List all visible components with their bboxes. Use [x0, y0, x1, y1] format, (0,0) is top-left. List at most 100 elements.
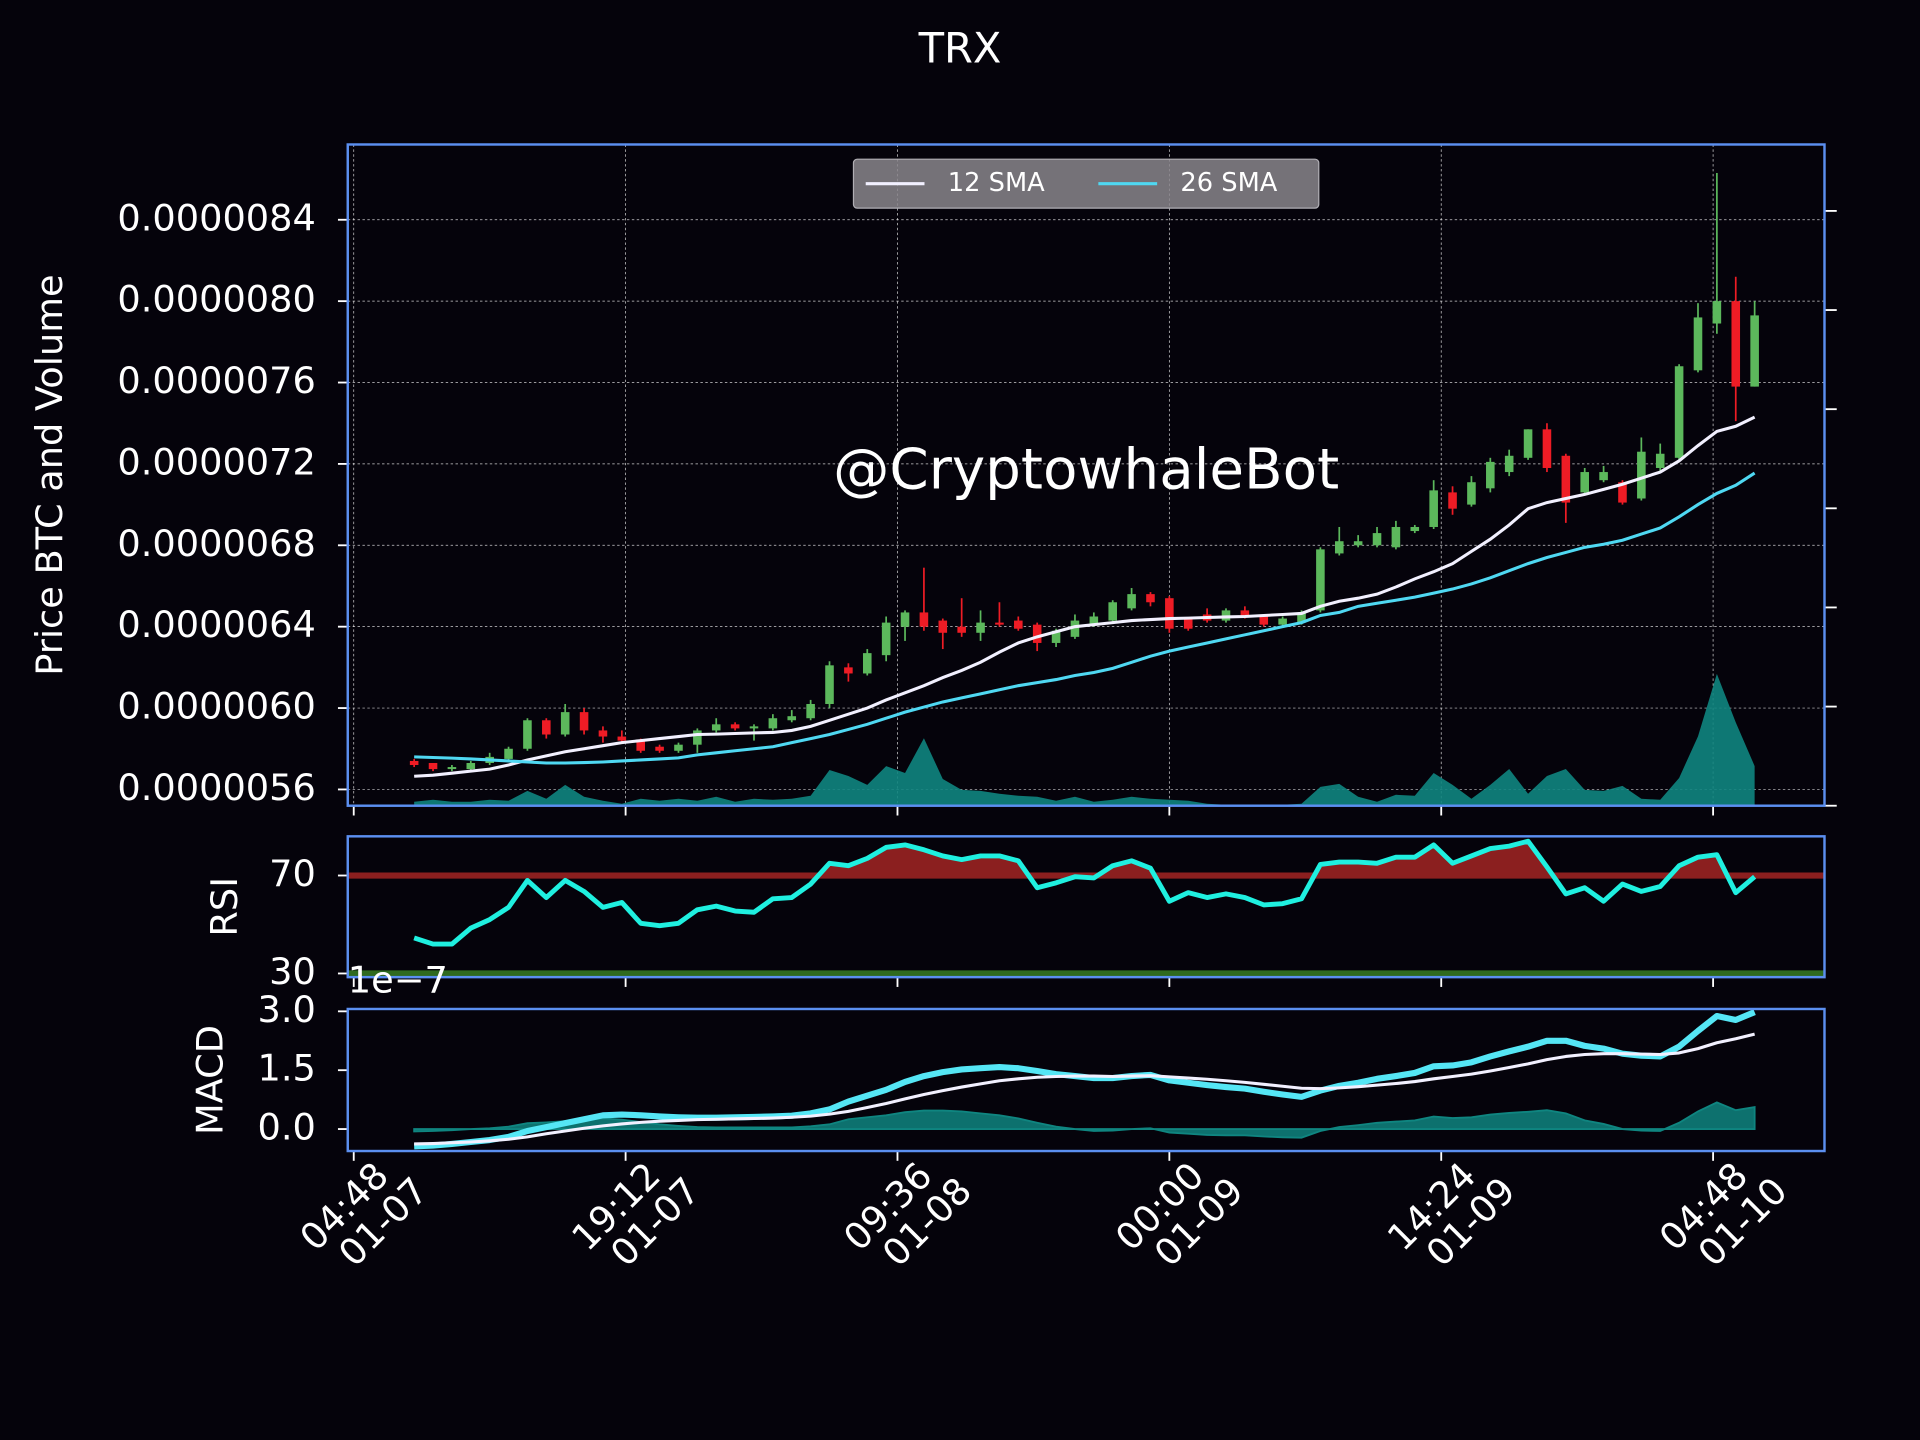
candle-body	[428, 762, 438, 770]
candle-body	[1032, 624, 1042, 643]
candle-body	[1448, 492, 1457, 509]
y-axis-label: MACD	[188, 1025, 231, 1135]
candle-body	[1674, 366, 1684, 458]
candle-body	[409, 760, 419, 766]
candle-body	[1410, 526, 1420, 532]
candle-body	[1334, 541, 1344, 554]
y-tick-label: 0.0000064	[117, 603, 316, 646]
y-axis-label: RSI	[203, 877, 246, 937]
y-tick-label: 0.0000056	[117, 766, 316, 809]
candle-body	[1070, 620, 1080, 637]
candle-body	[749, 726, 759, 729]
y-tick-label: 0.0000080	[117, 278, 316, 321]
candle-body	[1486, 461, 1495, 489]
candle-body	[1618, 482, 1627, 503]
candle-body	[976, 622, 985, 633]
candle-body	[1108, 602, 1117, 621]
candle-body	[466, 762, 476, 770]
panel-border	[346, 1007, 1826, 1153]
overbought-fill	[414, 841, 1755, 876]
chart-title: TRX	[918, 23, 1002, 72]
candle-body	[1127, 594, 1136, 609]
candle-body	[1504, 455, 1514, 473]
candle-body	[1165, 598, 1174, 629]
watermark: @CryptowhaleBot	[833, 437, 1339, 502]
y-tick-label: 0.0	[258, 1106, 316, 1149]
indicator-line	[414, 1032, 1756, 1146]
candle-body	[598, 730, 608, 737]
candle-body	[1240, 610, 1250, 617]
candle-body	[881, 622, 891, 656]
y-tick-label: 70	[269, 852, 316, 895]
candle-body	[1467, 482, 1476, 505]
candle-body	[617, 736, 627, 741]
candle-body	[1353, 541, 1363, 546]
y-axis-label: Price BTC and Volume	[28, 274, 71, 675]
y-tick-label: 3.0	[258, 988, 316, 1031]
candle-body	[674, 744, 683, 751]
candle-body	[1750, 315, 1759, 387]
candle-body	[1014, 620, 1023, 629]
candle-body	[1599, 472, 1608, 481]
candle-body	[787, 716, 797, 721]
candle-body	[504, 748, 513, 759]
candle-body	[919, 612, 929, 627]
candle-body	[1637, 451, 1646, 499]
candle-body	[730, 724, 740, 729]
y-tick-label: 1.5	[258, 1047, 316, 1090]
candle-body	[1731, 301, 1741, 387]
candle-body	[711, 724, 721, 731]
y-tick-label: 30	[269, 950, 316, 993]
histogram-area	[413, 1101, 1756, 1139]
y-tick-label: 0.0000068	[117, 522, 316, 565]
candle-body	[1712, 301, 1722, 324]
sma-line	[414, 415, 1756, 778]
candle-body	[957, 626, 966, 633]
candle-body	[1391, 526, 1401, 548]
panel-border	[346, 835, 1826, 979]
candle-body	[1297, 612, 1306, 623]
candle-body	[579, 712, 589, 731]
candle-body	[768, 718, 778, 729]
legend-label: 12 SMA	[948, 168, 1045, 198]
candle-body	[693, 730, 702, 745]
y-tick-label: 0.0000076	[117, 359, 316, 402]
sma-line	[414, 471, 1756, 765]
candle-body	[806, 703, 815, 719]
candle-body	[1429, 490, 1438, 527]
indicator-line	[413, 838, 1757, 947]
legend-label: 26 SMA	[1180, 168, 1277, 198]
candle-body	[655, 746, 664, 751]
y-tick-label: 0.0000084	[117, 196, 316, 239]
offset-label: 1e−7	[348, 959, 448, 1002]
candle-body	[1655, 453, 1665, 468]
candle-body	[560, 712, 570, 735]
candle-body	[1316, 549, 1325, 611]
candle-body	[844, 667, 853, 674]
candle-body	[1089, 616, 1099, 625]
candle-body	[1693, 317, 1703, 371]
volume-area	[414, 673, 1755, 806]
candle-body	[862, 653, 872, 674]
candle-body	[1542, 429, 1552, 468]
y-tick-label: 0.0000072	[117, 440, 316, 483]
candle-body	[900, 612, 910, 627]
y-tick-label: 0.0000060	[117, 685, 316, 728]
candle-body	[636, 740, 645, 751]
candle-body	[1561, 455, 1571, 503]
panel-border	[346, 143, 1826, 807]
candle-body	[1183, 618, 1193, 629]
candle-body	[1278, 618, 1287, 625]
candle-body	[1146, 594, 1155, 603]
candle-body	[1372, 533, 1382, 546]
candle-body	[1523, 429, 1533, 458]
candle-body	[825, 665, 834, 704]
candle-body	[1259, 616, 1269, 625]
candle-body	[523, 720, 532, 749]
candle-body	[995, 622, 1004, 625]
candle-body	[1580, 472, 1589, 493]
legend-box	[852, 158, 1320, 209]
